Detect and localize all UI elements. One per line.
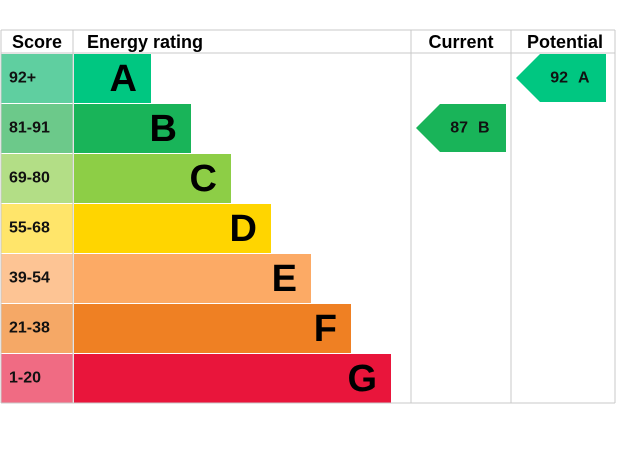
rating-letter: G [347,358,377,400]
rating-bar [74,304,351,353]
current-letter: B [478,120,490,137]
potential-value: 92 [550,70,568,87]
header-score: Score [12,32,62,52]
rating-bar [74,254,311,303]
score-cell [1,304,73,353]
score-cell [1,204,73,253]
rating-bar [74,54,151,103]
score-cell [1,254,73,303]
potential-letter: A [578,70,590,87]
current-value: 87 [450,120,468,137]
rating-bar [74,104,191,153]
rating-letter: D [230,208,257,250]
rating-letter: A [110,58,137,100]
potential-arrow [516,54,606,102]
score-cell [1,104,73,153]
rating-bar [74,204,271,253]
rating-letter: C [190,158,217,200]
rating-letter: F [314,308,337,350]
score-label: 21-38 [9,320,50,337]
current-arrow [416,104,506,152]
header-energy-rating: Energy rating [87,32,203,52]
header-current: Current [428,32,493,52]
score-cell [1,54,73,103]
score-label: 92+ [9,70,36,87]
score-label: 1-20 [9,370,41,387]
header-potential: Potential [527,32,603,52]
rating-letter: B [150,108,177,150]
score-cell [1,154,73,203]
score-label: 55-68 [9,220,50,237]
score-label: 39-54 [9,270,50,287]
rating-bar [74,154,231,203]
score-label: 69-80 [9,170,50,187]
rating-bar [74,354,391,403]
score-cell [1,354,73,403]
score-label: 81-91 [9,120,50,137]
rating-letter: E [272,258,297,300]
